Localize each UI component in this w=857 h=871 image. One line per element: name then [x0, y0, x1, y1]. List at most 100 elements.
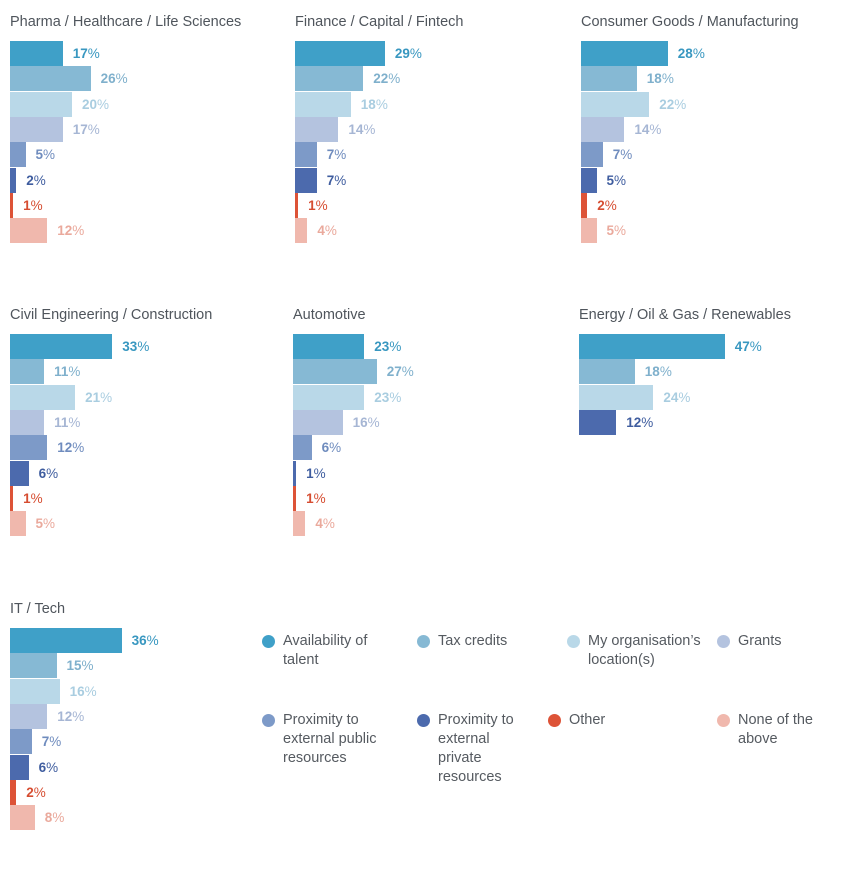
bar-value-unit: % [389, 389, 402, 405]
bar-value-label: 12% [57, 218, 84, 243]
bar-value: 5 [606, 172, 615, 188]
bar-proximity-private [10, 754, 29, 780]
bar-tax-credits [579, 359, 635, 385]
bar-tax-credits [10, 653, 57, 679]
bar-grants [10, 116, 63, 142]
bar-proximity-public [10, 142, 26, 168]
bar-value-label: 5% [36, 511, 56, 536]
bar-value-label: 29% [395, 41, 422, 66]
bar-value-unit: % [313, 490, 326, 506]
circle-icon [417, 635, 430, 648]
bar-value-label: 12% [57, 704, 84, 729]
bar-value: 26 [100, 71, 116, 87]
bar-value-label: 26% [101, 66, 128, 91]
bar-value-label: 4% [317, 218, 337, 243]
bar-availability-of-talent [10, 628, 122, 653]
bar-value: 17 [72, 46, 88, 61]
bar-grants [293, 409, 343, 435]
circle-icon [717, 635, 730, 648]
bar-value-unit: % [115, 71, 128, 87]
circle-icon [717, 714, 730, 727]
legend-label: Grants [738, 633, 782, 649]
bar-value-unit: % [68, 414, 81, 430]
bar-none-of-the-above [295, 218, 308, 244]
bar-value: 12 [626, 414, 642, 430]
circle-icon [567, 635, 580, 648]
bar-proximity-private [10, 460, 29, 486]
bar-tax-credits [10, 359, 45, 385]
bar-value-label: 16% [353, 410, 380, 435]
bar-other [10, 779, 17, 805]
bar-value: 2 [26, 172, 34, 188]
bar-value: 2 [597, 197, 605, 213]
bar-value-label: 8% [45, 805, 65, 830]
chart-title: Finance / Capital / Fintech [295, 14, 464, 30]
bar-grants [10, 703, 48, 729]
bar-none-of-the-above [10, 805, 35, 831]
chart-title: Consumer Goods / Manufacturing [581, 14, 799, 30]
bar-value-label: 6% [39, 755, 59, 780]
bar-value-unit: % [620, 147, 633, 163]
bar-value: 23 [374, 389, 390, 405]
bar-value-label: 6% [322, 435, 342, 460]
bar-value-unit: % [614, 223, 627, 239]
bar-value: 7 [41, 734, 50, 750]
bar-my-organisations-location [10, 384, 76, 410]
bar-value-label: 7% [42, 729, 62, 754]
bar-tax-credits [10, 66, 91, 92]
chart-legend: Availability of talent Tax credits My orga… [262, 632, 852, 822]
chart-panel: Civil Engineering / Construction 33% 11% 21… [10, 307, 280, 577]
bar-value-unit: % [678, 389, 691, 405]
circle-icon [548, 714, 561, 727]
bar-value-label: 23% [374, 334, 401, 359]
bar-value-label: 1% [306, 461, 326, 486]
bar-proximity-private [579, 409, 617, 435]
bar-my-organisations-location [10, 678, 60, 704]
bar-value-label: 22% [373, 66, 400, 91]
bar-value-unit: % [146, 633, 159, 648]
bar-value-label: 1% [306, 486, 326, 511]
bar-tax-credits [293, 359, 377, 385]
bar-value: 4 [317, 223, 325, 239]
bar-other [10, 485, 14, 511]
bar-value: 1 [23, 197, 31, 213]
bar-value-unit: % [46, 465, 59, 481]
bar-value: 27 [386, 364, 402, 380]
bar-value-label: 5% [607, 168, 627, 193]
bar-value-unit: % [81, 658, 94, 674]
bar-value-unit: % [33, 172, 46, 188]
bar-value: 23 [374, 339, 390, 354]
bar-value-label: 21% [85, 385, 112, 410]
bar-value-unit: % [334, 147, 347, 163]
bar-value-unit: % [100, 389, 113, 405]
bar-availability-of-talent [10, 334, 113, 359]
bar-none-of-the-above [581, 218, 597, 244]
bar-my-organisations-location [10, 91, 72, 117]
bar-value: 12 [57, 440, 73, 456]
legend-label: Proximity to external public resources [283, 712, 377, 766]
circle-icon [262, 714, 275, 727]
chart-panel: Energy / Oil & Gas / Renewables 47% 18% 24%… [579, 307, 849, 577]
bar-value: 29 [394, 46, 410, 61]
bar-proximity-private [295, 167, 317, 193]
bar-value-label: 20% [82, 92, 109, 117]
legend-label: Proximity to external private resources [438, 712, 514, 785]
bar-value-label: 2% [597, 193, 617, 218]
bar-value-unit: % [30, 197, 43, 213]
bar-value-unit: % [401, 364, 414, 380]
bar-value-unit: % [87, 46, 100, 61]
bar-other [581, 192, 588, 218]
chart-panel: Pharma / Healthcare / Life Sciences 17% 26… [10, 14, 280, 284]
bar-value-unit: % [46, 759, 59, 775]
chart-title: Civil Engineering / Construction [10, 307, 213, 323]
bar-value: 21 [85, 389, 101, 405]
bar-value-unit: % [313, 465, 326, 481]
circle-icon [262, 635, 275, 648]
bar-value-label: 14% [348, 117, 375, 142]
bar-value: 12 [57, 223, 73, 239]
bar-value: 6 [321, 440, 330, 456]
bar-value: 28 [677, 46, 693, 61]
bar-value-label: 24% [663, 385, 690, 410]
bar-value-unit: % [68, 364, 81, 380]
bar-value-unit: % [97, 96, 110, 112]
